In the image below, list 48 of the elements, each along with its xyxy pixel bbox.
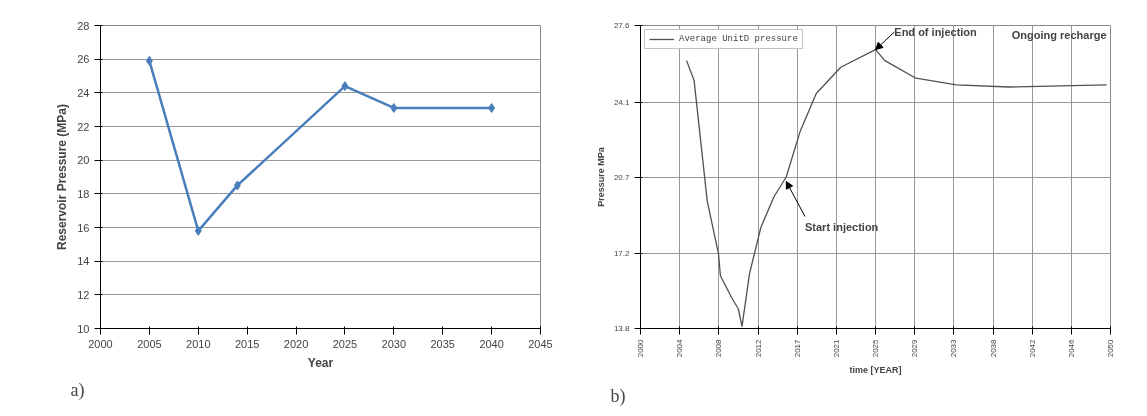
y-tick-label: 20 [77,154,90,167]
y-tick-label: 22 [77,120,90,133]
x-tick-label: 2017 [792,338,802,358]
x-tick-label: 2012 [753,338,763,358]
x-tick-label: 2050 [1106,338,1115,358]
y-tick-label: 16 [77,221,90,234]
y-tick-label: 14 [77,255,90,268]
annotation: End of injection [894,26,978,39]
x-tick-label: 2046 [1066,338,1076,358]
y-tick-label: 28 [77,19,90,32]
x-tick-label: 2000 [636,338,645,358]
y-tick-label: 20.7 [613,172,631,182]
x-tick-label: 2042 [1027,338,1037,358]
x-tick-label: 2030 [381,337,407,350]
text: b) [610,385,626,407]
y-tick-label: 10 [77,322,90,335]
x-tick-label: 2045 [528,337,553,350]
y-tick-label: 17.2 [613,249,631,259]
x-tick-label: 2010 [186,337,211,350]
y-axis-title: Pressure MPa [595,146,606,207]
x-tick-label: 2008 [714,338,724,358]
x-tick-label: 2033 [949,338,959,358]
x-tick-label: 2040 [479,337,504,350]
y-tick-label: 13.8 [613,324,631,333]
x-tick-label: 2015 [234,337,260,350]
x-tick-label: 2004 [675,338,685,358]
x-tick-label: 2025 [871,338,880,358]
y-tick-label: 27.6 [613,21,631,30]
y-tick-label: 24.1 [613,97,631,107]
x-tick-label: 2020 [283,337,309,350]
x-tick-label: 2029 [910,338,920,358]
x-tick-label: 2038 [988,338,998,358]
x-tick-label: 2005 [137,337,162,350]
x-axis-title: Year [307,355,334,370]
x-tick-label: 2025 [332,337,358,350]
x-axis-title: time [YEAR] [849,365,902,376]
y-tick-label: 12 [77,288,90,301]
text: a) [70,379,85,401]
y-axis-title: Reservoir Pressure (MPa) [55,103,70,251]
y-tick-label: 26 [77,53,90,66]
x-tick-label: 2035 [430,337,455,350]
y-tick-label: 18 [77,187,90,200]
x-tick-label: 2021 [831,338,841,358]
annotation: Ongoing recharge [1011,28,1107,41]
y-tick-label: 24 [77,86,90,99]
annotation: Start injection [805,220,879,233]
legend-label: Average UnitD pressure [679,34,798,44]
x-tick-label: 2000 [88,337,113,350]
